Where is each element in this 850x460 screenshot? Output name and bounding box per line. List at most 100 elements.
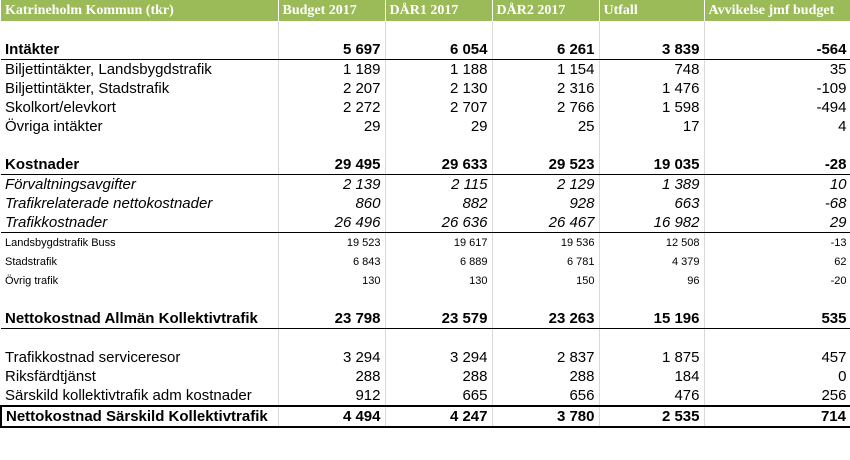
value-cell: 476 xyxy=(599,386,705,406)
table-row: Skolkort/elevkort 2 272 2 707 2 766 1 59… xyxy=(1,98,850,117)
value-cell: 535 xyxy=(704,309,850,329)
table-row: Biljettintäkter, Landsbygdstrafik 1 189 … xyxy=(1,59,850,79)
value-cell: 3 780 xyxy=(492,405,600,428)
table-row: Intäkter 5 697 6 054 6 261 3 839 -564 xyxy=(1,40,850,60)
value-cell: 29 xyxy=(704,213,850,233)
value-cell: 2 139 xyxy=(278,174,386,194)
table-row: Riksfärdtjänst 288 288 288 184 0 xyxy=(1,367,850,386)
value-cell: 130 xyxy=(385,271,493,290)
value-cell: 2 207 xyxy=(278,79,386,98)
value-cell: 2 837 xyxy=(492,348,600,367)
table-row: Övriga intäkter 29 29 25 17 4 xyxy=(1,117,850,136)
value-cell: 1 154 xyxy=(492,59,600,79)
value-cell: 6 889 xyxy=(385,252,493,271)
row-label: Biljettintäkter, Stadstrafik xyxy=(1,79,279,98)
spacer-row xyxy=(1,136,850,155)
row-label: Förvaltningsavgifter xyxy=(1,174,279,194)
value-cell: 3 839 xyxy=(599,40,705,60)
value-cell: 1 598 xyxy=(599,98,705,117)
row-label: Skolkort/elevkort xyxy=(1,98,279,117)
table-row: Trafikkostnader 26 496 26 636 26 467 16 … xyxy=(1,213,850,233)
value-cell: 184 xyxy=(599,367,705,386)
header-cell: Utfall xyxy=(599,0,705,21)
value-cell: 6 054 xyxy=(385,40,493,60)
value-cell: 1 189 xyxy=(278,59,386,79)
row-label: Stadstrafik xyxy=(1,252,279,271)
row-label: Trafikkostnader xyxy=(1,213,279,233)
value-cell: 714 xyxy=(704,405,850,428)
table-row: Särskild kollektivtrafik adm kostnader 9… xyxy=(1,386,850,406)
row-label: Riksfärdtjänst xyxy=(1,367,279,386)
table-row: Landsbygdstrafik Buss 19 523 19 617 19 5… xyxy=(1,232,850,252)
value-cell: 35 xyxy=(704,59,850,79)
value-cell: 130 xyxy=(278,271,386,290)
value-cell: 2 115 xyxy=(385,174,493,194)
value-cell: 1 389 xyxy=(599,174,705,194)
value-cell: 23 263 xyxy=(492,309,600,329)
row-label: Övriga intäkter xyxy=(1,117,279,136)
row-label: Trafikkostnad serviceresor xyxy=(1,348,279,367)
value-cell: 19 035 xyxy=(599,155,705,175)
value-cell: 26 636 xyxy=(385,213,493,233)
value-cell: 25 xyxy=(492,117,600,136)
budget-table: Katrineholm Kommun (tkr) Budget 2017 DÅR… xyxy=(0,0,850,428)
value-cell: 62 xyxy=(704,252,850,271)
value-cell: 882 xyxy=(385,194,493,213)
value-cell: 256 xyxy=(704,386,850,406)
value-cell: 29 633 xyxy=(385,155,493,175)
value-cell: 457 xyxy=(704,348,850,367)
value-cell: 23 798 xyxy=(278,309,386,329)
row-label: Särskild kollektivtrafik adm kostnader xyxy=(1,386,279,406)
value-cell: 2 766 xyxy=(492,98,600,117)
value-cell: 29 495 xyxy=(278,155,386,175)
row-label: Intäkter xyxy=(1,40,279,60)
value-cell: 2 316 xyxy=(492,79,600,98)
row-label: Landsbygdstrafik Buss xyxy=(1,232,279,252)
value-cell: 6 843 xyxy=(278,252,386,271)
value-cell: 288 xyxy=(385,367,493,386)
value-cell: 15 196 xyxy=(599,309,705,329)
value-cell: 288 xyxy=(492,367,600,386)
value-cell: 2 535 xyxy=(599,405,705,428)
row-label: Kostnader xyxy=(1,155,279,175)
table-row: Nettokostnad Allmän Kollektivtrafik 23 7… xyxy=(1,309,850,329)
value-cell: 5 697 xyxy=(278,40,386,60)
value-cell: 912 xyxy=(278,386,386,406)
value-cell: 1 188 xyxy=(385,59,493,79)
table-header-row: Katrineholm Kommun (tkr) Budget 2017 DÅR… xyxy=(1,0,850,21)
value-cell: 2 130 xyxy=(385,79,493,98)
spacer-row xyxy=(1,290,850,309)
value-cell: -68 xyxy=(704,194,850,213)
value-cell: 4 247 xyxy=(385,405,493,428)
value-cell: -28 xyxy=(704,155,850,175)
row-label: Biljettintäkter, Landsbygdstrafik xyxy=(1,59,279,79)
value-cell: 2 707 xyxy=(385,98,493,117)
value-cell: 3 294 xyxy=(385,348,493,367)
table-row: Stadstrafik 6 843 6 889 6 781 4 379 62 xyxy=(1,252,850,271)
value-cell: 26 467 xyxy=(492,213,600,233)
value-cell: 288 xyxy=(278,367,386,386)
value-cell: -109 xyxy=(704,79,850,98)
value-cell: 19 536 xyxy=(492,232,600,252)
value-cell: -13 xyxy=(704,232,850,252)
value-cell: 29 xyxy=(385,117,493,136)
header-cell: DÅR1 2017 xyxy=(385,0,493,21)
value-cell: 26 496 xyxy=(278,213,386,233)
row-label: Övrig trafik xyxy=(1,271,279,290)
value-cell: 6 261 xyxy=(492,40,600,60)
value-cell: 12 508 xyxy=(599,232,705,252)
value-cell: 4 xyxy=(704,117,850,136)
table-row: Övrig trafik 130 130 150 96 -20 xyxy=(1,271,850,290)
value-cell: 1 875 xyxy=(599,348,705,367)
header-cell: Katrineholm Kommun (tkr) xyxy=(1,0,279,21)
row-label: Nettokostnad Särskild Kollektivtrafik xyxy=(0,405,279,428)
value-cell: 150 xyxy=(492,271,600,290)
value-cell: -20 xyxy=(704,271,850,290)
spacer-row xyxy=(1,21,850,40)
value-cell: 16 982 xyxy=(599,213,705,233)
header-cell: DÅR2 2017 xyxy=(492,0,600,21)
table-row: Kostnader 29 495 29 633 29 523 19 035 -2… xyxy=(1,155,850,175)
value-cell: 0 xyxy=(704,367,850,386)
value-cell: 4 379 xyxy=(599,252,705,271)
value-cell: 3 294 xyxy=(278,348,386,367)
